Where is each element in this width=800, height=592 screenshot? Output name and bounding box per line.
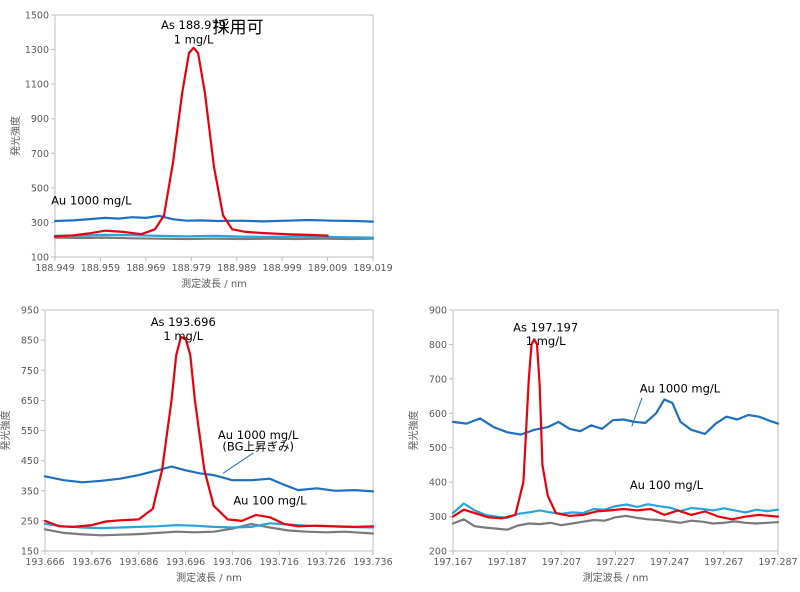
y-tick-label: 650 <box>21 396 39 407</box>
as-trace <box>451 338 780 521</box>
y-tick-label: 950 <box>21 306 39 317</box>
y-tick-label: 900 <box>31 114 49 125</box>
y-tick-label: 300 <box>31 218 49 229</box>
y-tick-label: 600 <box>429 409 447 420</box>
x-tick-label: 188.959 <box>81 263 120 274</box>
x-tick-label: 193.696 <box>166 557 205 568</box>
y-tick-label: 900 <box>429 306 447 317</box>
au-1000-trace <box>43 465 375 493</box>
x-tick-label: 193.716 <box>260 557 299 568</box>
x-tick-label: 197.247 <box>650 557 689 568</box>
au-100-trace <box>53 233 375 239</box>
x-tick-label: 188.969 <box>126 263 165 274</box>
annotation-label: As 193.696 <box>151 315 216 329</box>
y-tick-label: 250 <box>21 516 39 527</box>
annotation-label: 1 mg/L <box>174 33 214 47</box>
y-tick-label: 500 <box>429 443 447 454</box>
chart-as-197-197: 200 300 400 500 600 700 800 900 197.167 197.187 19… <box>407 306 798 585</box>
verdict-label: 採用可 <box>213 18 264 38</box>
blank-trace <box>451 514 780 531</box>
annotation-label: Au 100 mg/L <box>630 478 704 492</box>
x-tick-label: 193.666 <box>25 557 64 568</box>
x-tick-label: 197.227 <box>596 557 635 568</box>
y-axis-title: 発光強度 <box>407 411 420 451</box>
x-tick-label: 189.019 <box>353 263 392 274</box>
x-tick-label: 197.207 <box>542 557 581 568</box>
y-tick-label: 200 <box>429 547 447 558</box>
blank-trace <box>53 236 375 241</box>
y-tick-label: 350 <box>21 486 39 497</box>
chart-as-188-979: 100 300 500 700 900 1100 1300 1500 188.949 188.95… <box>9 11 393 291</box>
y-tick-label: 700 <box>31 149 49 160</box>
x-axis-title: 測定波長 / nm <box>583 571 649 584</box>
annotation-label: (BG上昇ぎみ) <box>222 439 294 453</box>
y-tick-label: 500 <box>31 183 49 194</box>
y-tick-label: 150 <box>21 547 39 558</box>
annotation-label: Au 1000 mg/L <box>218 428 299 442</box>
y-tick-label: 700 <box>429 374 447 385</box>
y-tick-label: 100 <box>31 253 49 264</box>
x-tick-label: 188.979 <box>172 263 211 274</box>
chart-as-193-696: 150 250 350 450 550 650 750 850 950 193.666 193.67… <box>0 306 393 585</box>
y-tick-label: 300 <box>429 512 447 523</box>
blank-trace <box>43 522 375 537</box>
annotation-label: As 197.197 <box>513 320 578 334</box>
x-tick-label: 188.949 <box>35 263 74 274</box>
y-tick-label: 400 <box>429 478 447 489</box>
annotation-label: As 188.979 <box>161 18 226 32</box>
annotation-label: 1 mg/L <box>163 329 203 343</box>
as-trace <box>43 336 375 529</box>
y-tick-label: 800 <box>429 340 447 351</box>
y-tick-label: 1500 <box>25 11 49 22</box>
x-tick-label: 193.726 <box>306 557 345 568</box>
annotation-label: Au 100 mg/L <box>233 494 307 508</box>
annotation-label: Au 1000 mg/L <box>51 193 132 207</box>
as-trace <box>53 46 329 238</box>
annotation-label: Au 1000 mg/L <box>640 382 721 396</box>
x-tick-label: 188.999 <box>262 263 301 274</box>
x-tick-label: 193.736 <box>353 557 392 568</box>
x-tick-label: 188.989 <box>217 263 256 274</box>
y-axis-title: 発光強度 <box>0 411 12 451</box>
plot-frame <box>44 309 374 552</box>
y-tick-label: 1300 <box>25 45 49 56</box>
x-tick-label: 193.706 <box>213 557 252 568</box>
au-1000-trace <box>53 214 375 223</box>
x-tick-label: 193.686 <box>119 557 158 568</box>
plot-frame <box>54 14 374 258</box>
y-axis-title: 発光強度 <box>9 116 22 156</box>
y-tick-label: 850 <box>21 336 39 347</box>
y-tick-label: 750 <box>21 366 39 377</box>
x-tick-label: 197.287 <box>758 557 797 568</box>
x-tick-label: 197.267 <box>704 557 743 568</box>
x-axis-title: 測定波長 / nm <box>176 571 242 584</box>
x-tick-label: 197.187 <box>488 557 527 568</box>
callout-line <box>631 397 643 427</box>
x-axis-title: 測定波長 / nm <box>181 277 247 290</box>
au-1000-trace <box>451 398 780 436</box>
y-tick-label: 1100 <box>25 80 49 91</box>
x-tick-label: 193.676 <box>72 557 111 568</box>
y-tick-label: 550 <box>21 426 39 437</box>
y-tick-label: 450 <box>21 456 39 467</box>
callout-line <box>222 452 254 474</box>
x-tick-label: 189.009 <box>308 263 347 274</box>
annotation-label: 1 mg/L <box>526 334 566 348</box>
x-tick-label: 197.167 <box>433 557 472 568</box>
